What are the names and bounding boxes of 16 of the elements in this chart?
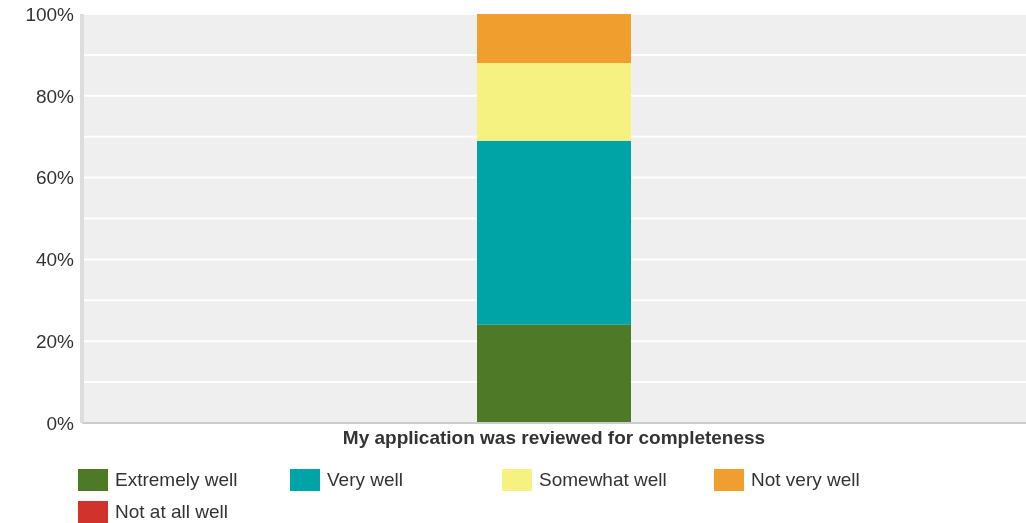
bar [477,63,631,141]
legend-label: Not very well [751,469,860,491]
y-tick-label: 0% [46,412,75,434]
x-tick-label: My application was reviewed for completeness [342,427,766,449]
y-tick-label: 20% [35,330,75,352]
y-tick-label: 40% [35,249,75,271]
y-tick-label: 100% [25,3,75,25]
y-tick-label: 80% [35,85,75,107]
legend-label: Very well [327,469,404,491]
legend-label: Somewhat well [539,469,667,491]
legend-label: Extremely well [115,469,238,491]
legend-label: Not at all well [115,501,228,523]
y-tick-label: 60% [35,167,75,189]
bar [477,324,631,423]
bar [477,140,631,325]
bar [477,14,631,64]
